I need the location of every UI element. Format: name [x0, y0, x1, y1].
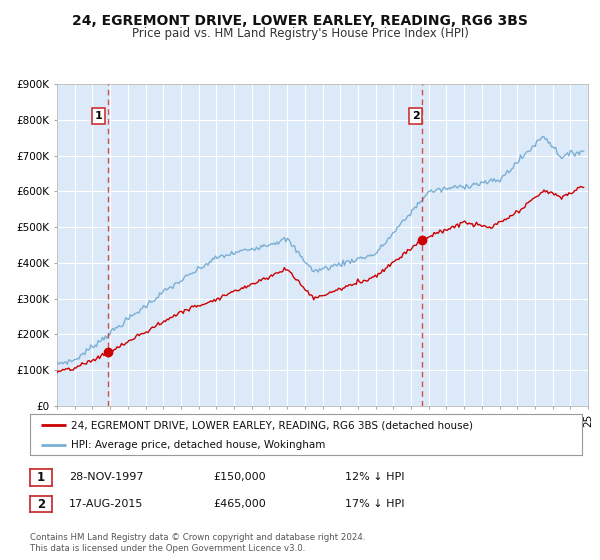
Text: £150,000: £150,000	[213, 472, 266, 482]
Text: Contains HM Land Registry data © Crown copyright and database right 2024.: Contains HM Land Registry data © Crown c…	[30, 533, 365, 542]
Text: 24, EGREMONT DRIVE, LOWER EARLEY, READING, RG6 3BS: 24, EGREMONT DRIVE, LOWER EARLEY, READIN…	[72, 14, 528, 28]
Text: 1: 1	[95, 111, 103, 121]
Text: 1: 1	[37, 470, 45, 484]
Text: 24, EGREMONT DRIVE, LOWER EARLEY, READING, RG6 3BS (detached house): 24, EGREMONT DRIVE, LOWER EARLEY, READIN…	[71, 421, 473, 430]
Text: 2: 2	[37, 497, 45, 511]
Text: HPI: Average price, detached house, Wokingham: HPI: Average price, detached house, Woki…	[71, 440, 326, 450]
Text: £465,000: £465,000	[213, 499, 266, 509]
Text: 28-NOV-1997: 28-NOV-1997	[69, 472, 143, 482]
Text: 12% ↓ HPI: 12% ↓ HPI	[345, 472, 404, 482]
Text: Price paid vs. HM Land Registry's House Price Index (HPI): Price paid vs. HM Land Registry's House …	[131, 27, 469, 40]
Text: This data is licensed under the Open Government Licence v3.0.: This data is licensed under the Open Gov…	[30, 544, 305, 553]
Text: 2: 2	[412, 111, 419, 121]
Text: 17-AUG-2015: 17-AUG-2015	[69, 499, 143, 509]
Text: 17% ↓ HPI: 17% ↓ HPI	[345, 499, 404, 509]
